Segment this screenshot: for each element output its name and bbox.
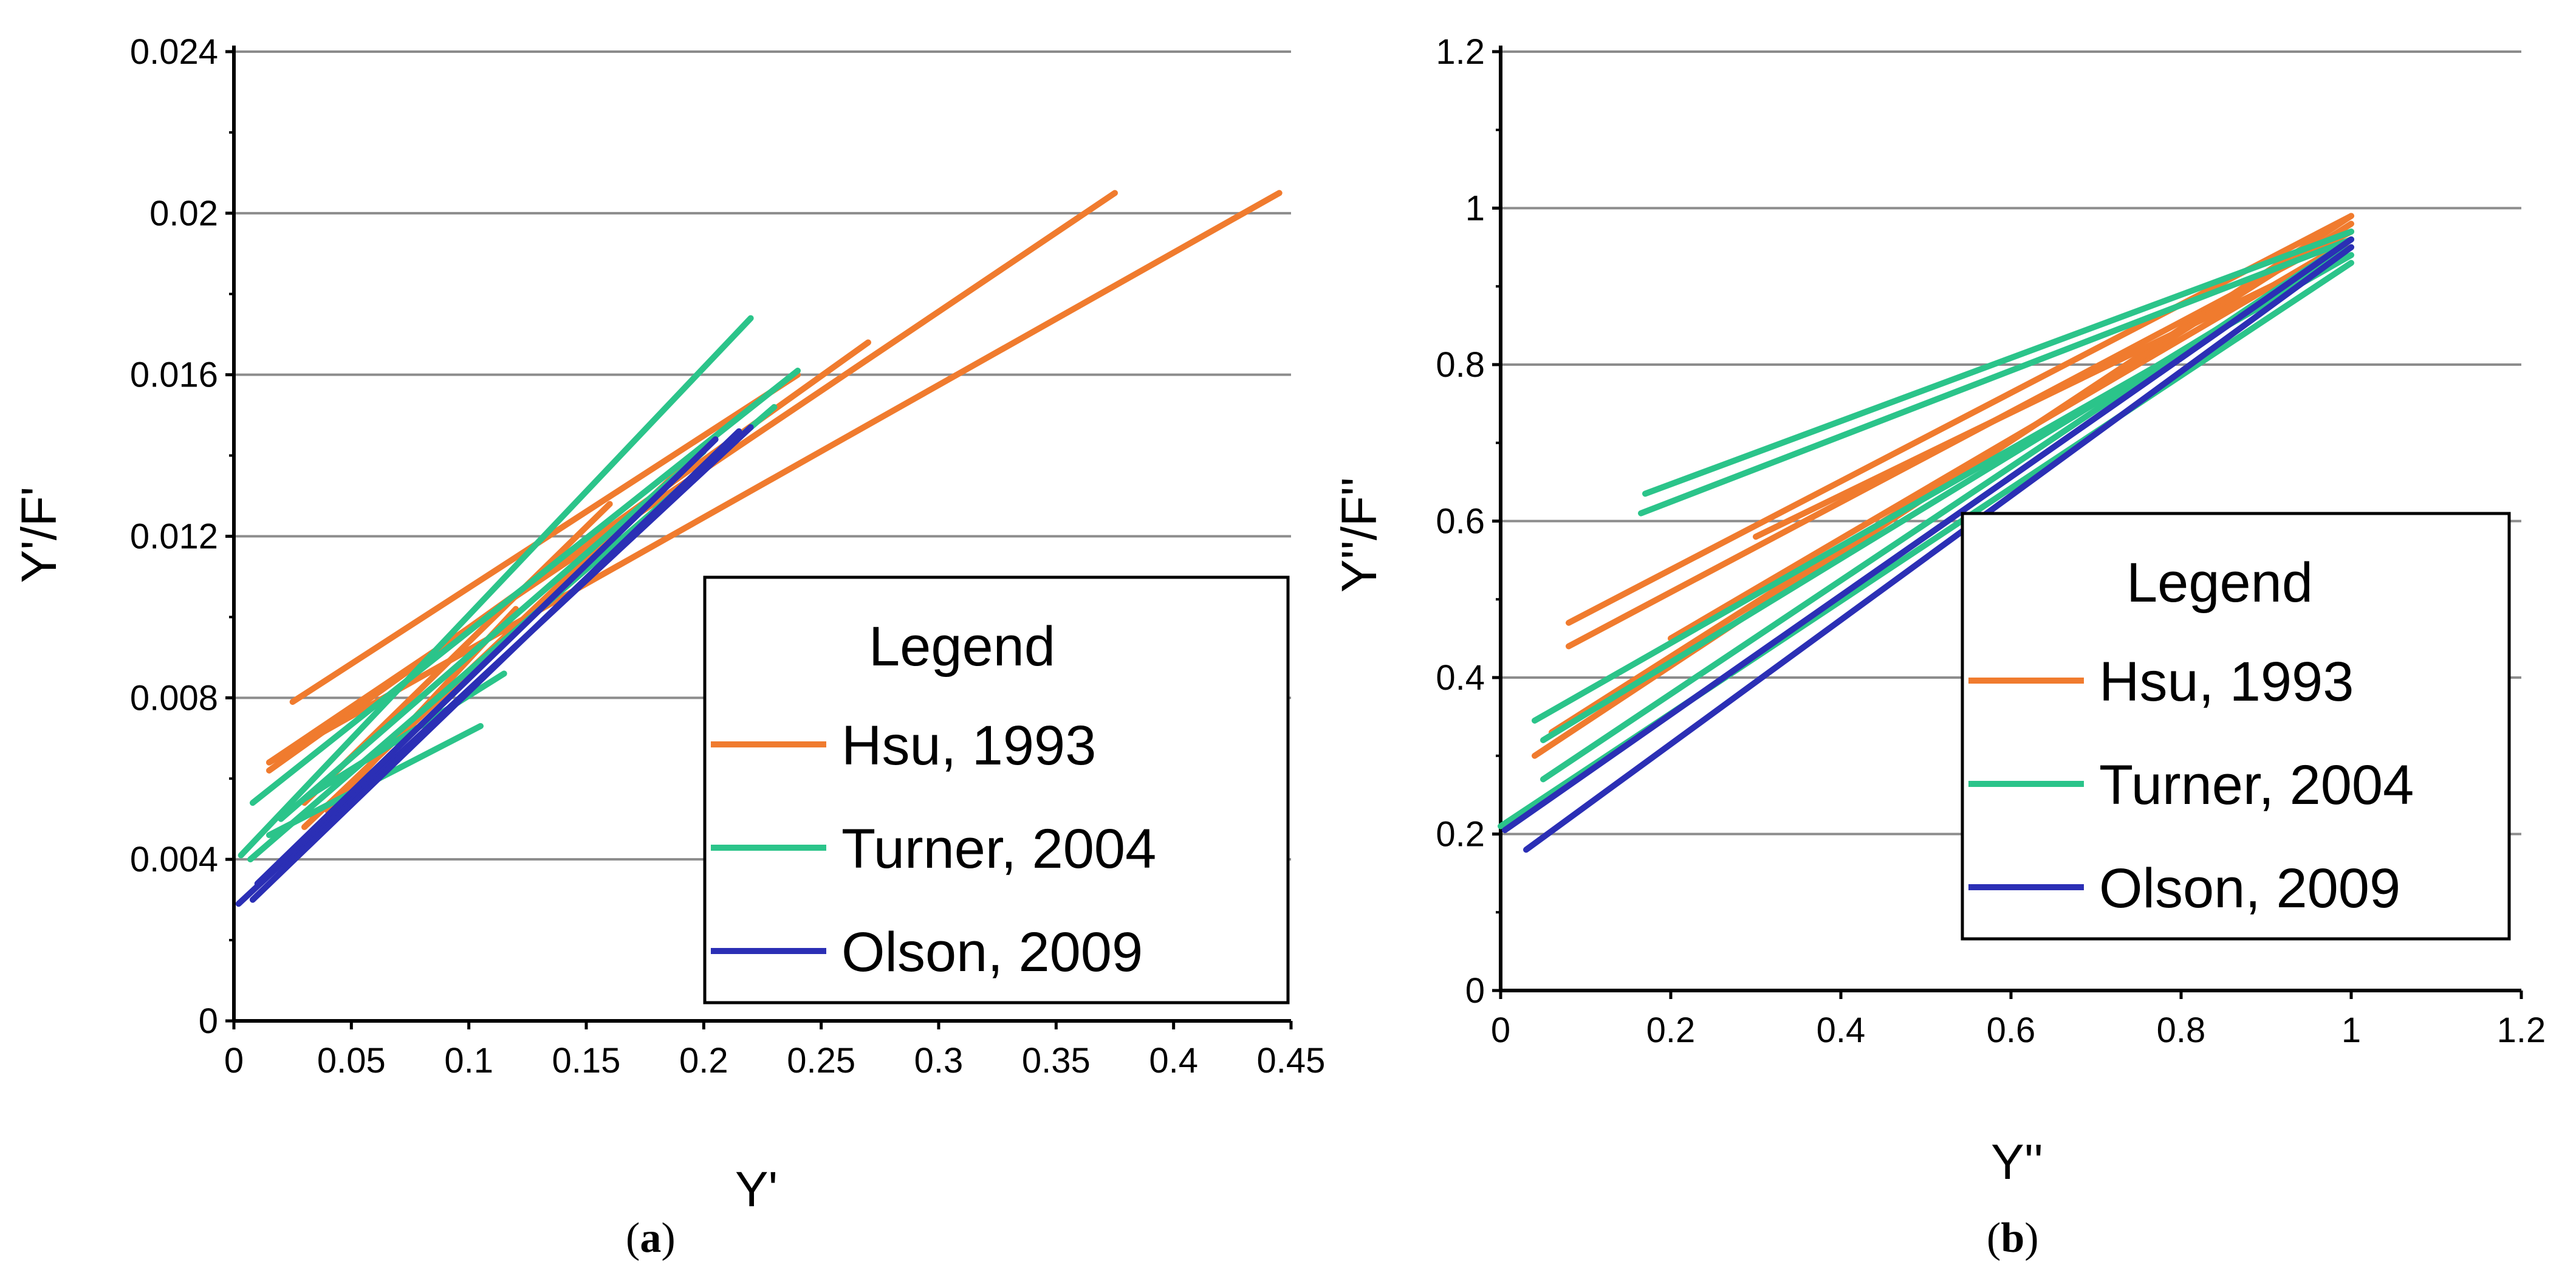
caption-paren-close-a: ) (661, 1215, 675, 1262)
series-line-a-1-4 (301, 670, 507, 802)
panel-caption-a: (a) (626, 1215, 676, 1262)
ytick-label-a-3: 0.012 (130, 517, 218, 557)
ytick-label-b-0: 0 (1465, 971, 1485, 1011)
series-line-a-1-1 (249, 368, 801, 806)
x-axis-title-a: Y' (735, 1162, 778, 1217)
caption-paren-close-b: ) (2024, 1215, 2038, 1262)
series-line-b-0-5 (1753, 244, 2354, 540)
ytick-label-a-4: 0.016 (130, 355, 218, 395)
ytick-label-b-5: 1 (1465, 189, 1485, 228)
ytick-label-a-5: 0.02 (149, 194, 218, 233)
xtick-label-a-6: 0.3 (914, 1041, 964, 1080)
legend-label-a-2: Olson, 2009 (841, 921, 1143, 983)
xtick-label-b-5: 1 (2341, 1011, 2361, 1050)
legend-label-b-0: Hsu, 1993 (2099, 651, 2354, 713)
xtick-label-a-9: 0.45 (1257, 1041, 1326, 1080)
ytick-label-a-1: 0.004 (130, 840, 218, 879)
y-axis-title-b: Y''/F'' (1332, 477, 1387, 592)
legend-box-a (703, 575, 1290, 1004)
xtick-label-b-3: 0.6 (1987, 1011, 2036, 1050)
xtick-label-a-4: 0.2 (679, 1041, 728, 1080)
xtick-label-a-2: 0.1 (444, 1041, 493, 1080)
series-line-b-1-0 (1642, 228, 2354, 497)
series-line-a-2-2 (254, 436, 719, 887)
xtick-label-a-1: 0.05 (317, 1041, 386, 1080)
xtick-label-a-5: 0.25 (787, 1041, 855, 1080)
series-line-a-1-5 (278, 448, 707, 822)
legend-label-a-1: Turner, 2004 (841, 818, 1156, 880)
legend-box-b (1961, 512, 2511, 941)
series-line-a-2-1 (249, 428, 742, 903)
xtick-label-b-1: 0.2 (1646, 1011, 1696, 1050)
ytick-label-b-1: 0.2 (1436, 815, 1485, 854)
legend-title-b: Legend (2126, 552, 2313, 614)
series-line-b-0-0 (1566, 213, 2354, 626)
caption-letter-b: b (2001, 1215, 2024, 1262)
xtick-label-a-8: 0.4 (1149, 1041, 1198, 1080)
x-axis-title-b: Y'' (1991, 1135, 2043, 1190)
legend-label-b-1: Turner, 2004 (2099, 754, 2414, 816)
legend-title-a: Legend (869, 616, 1055, 678)
ytick-label-b-2: 0.4 (1436, 658, 1485, 698)
ytick-label-a-0: 0 (199, 1001, 218, 1041)
panel-b-chart: 0 0.2 0.4 0.6 0.8 1 1.2 0 0.2 0.4 0.6 0.8 1 1.2 Y'' Y''… (1332, 32, 2546, 1262)
xtick-label-b-4: 0.8 (2157, 1011, 2206, 1050)
ytick-label-b-3: 0.6 (1436, 502, 1485, 541)
xtick-label-b-0: 0 (1491, 1011, 1510, 1050)
y-axis-title-a: Y'/F' (12, 487, 67, 583)
series-line-a-1-0 (238, 315, 754, 859)
series-line-b-0-4 (1549, 221, 2354, 736)
ytick-label-b-6: 1.2 (1436, 32, 1485, 72)
xtick-label-a-7: 0.35 (1022, 1041, 1091, 1080)
series-line-b-2-1 (1523, 244, 2354, 853)
xtick-label-a-3: 0.15 (552, 1041, 621, 1080)
xtick-label-a-0: 0 (224, 1041, 244, 1080)
series-line-b-1-1 (1638, 236, 2354, 517)
legend-label-a-0: Hsu, 1993 (841, 715, 1096, 777)
caption-letter-a: a (640, 1215, 661, 1262)
ytick-label-a-6: 0.024 (130, 32, 218, 72)
xtick-label-b-2: 0.4 (1817, 1011, 1866, 1050)
panel-a-chart: 0 0.004 0.008 0.012 0.016 0.02 0.024 0 0.05 0.1 0.… (12, 32, 1325, 1262)
series-line-b-1-4 (1540, 236, 2354, 783)
caption-paren-open-b: ( (1987, 1215, 2001, 1262)
legend-label-b-2: Olson, 2009 (2099, 857, 2400, 919)
series-line-b-2-0 (1502, 236, 2354, 834)
xtick-label-b-6: 1.2 (2497, 1011, 2546, 1050)
caption-paren-open-a: ( (626, 1215, 640, 1262)
series-line-a-0-2 (266, 190, 1283, 766)
ytick-label-b-4: 0.8 (1436, 345, 1485, 385)
ytick-label-a-2: 0.008 (130, 678, 218, 718)
panel-caption-b: (b) (1987, 1215, 2039, 1262)
